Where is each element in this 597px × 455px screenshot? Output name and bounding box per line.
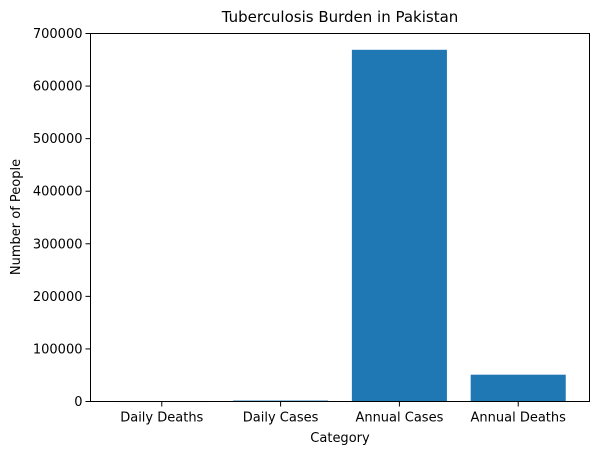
x-axis-ticks: Daily Deaths Daily Cases Annual Cases Annua…	[120, 401, 567, 426]
bar-annual-cases	[351, 49, 447, 402]
x-tick-label: Annual Cases	[355, 411, 443, 426]
y-tick-label: 600000	[33, 80, 83, 95]
bar-annual-deaths	[470, 374, 566, 402]
x-axis-label: Category	[310, 431, 370, 446]
y-tick-label: 700000	[33, 27, 83, 42]
x-tick-label: Daily Cases	[243, 411, 319, 426]
x-tick-label: Annual Deaths	[471, 411, 567, 426]
plot-frame	[90, 33, 590, 402]
y-tick-label: 300000	[33, 237, 83, 252]
bar-series	[114, 49, 566, 403]
y-tick-label: 500000	[33, 132, 83, 147]
y-axis-label: Number of People	[9, 159, 24, 275]
y-axis-ticks: 0 100000 200000 300000 400000 500000 600000 700…	[33, 27, 91, 410]
y-tick-label: 0	[74, 395, 82, 410]
y-tick-label: 100000	[33, 342, 83, 357]
chart-title: Tuberculosis Burden in Pakistan	[221, 8, 459, 26]
x-tick-label: Daily Deaths	[120, 411, 203, 426]
y-tick-label: 400000	[33, 185, 83, 200]
y-tick-label: 200000	[33, 290, 83, 305]
